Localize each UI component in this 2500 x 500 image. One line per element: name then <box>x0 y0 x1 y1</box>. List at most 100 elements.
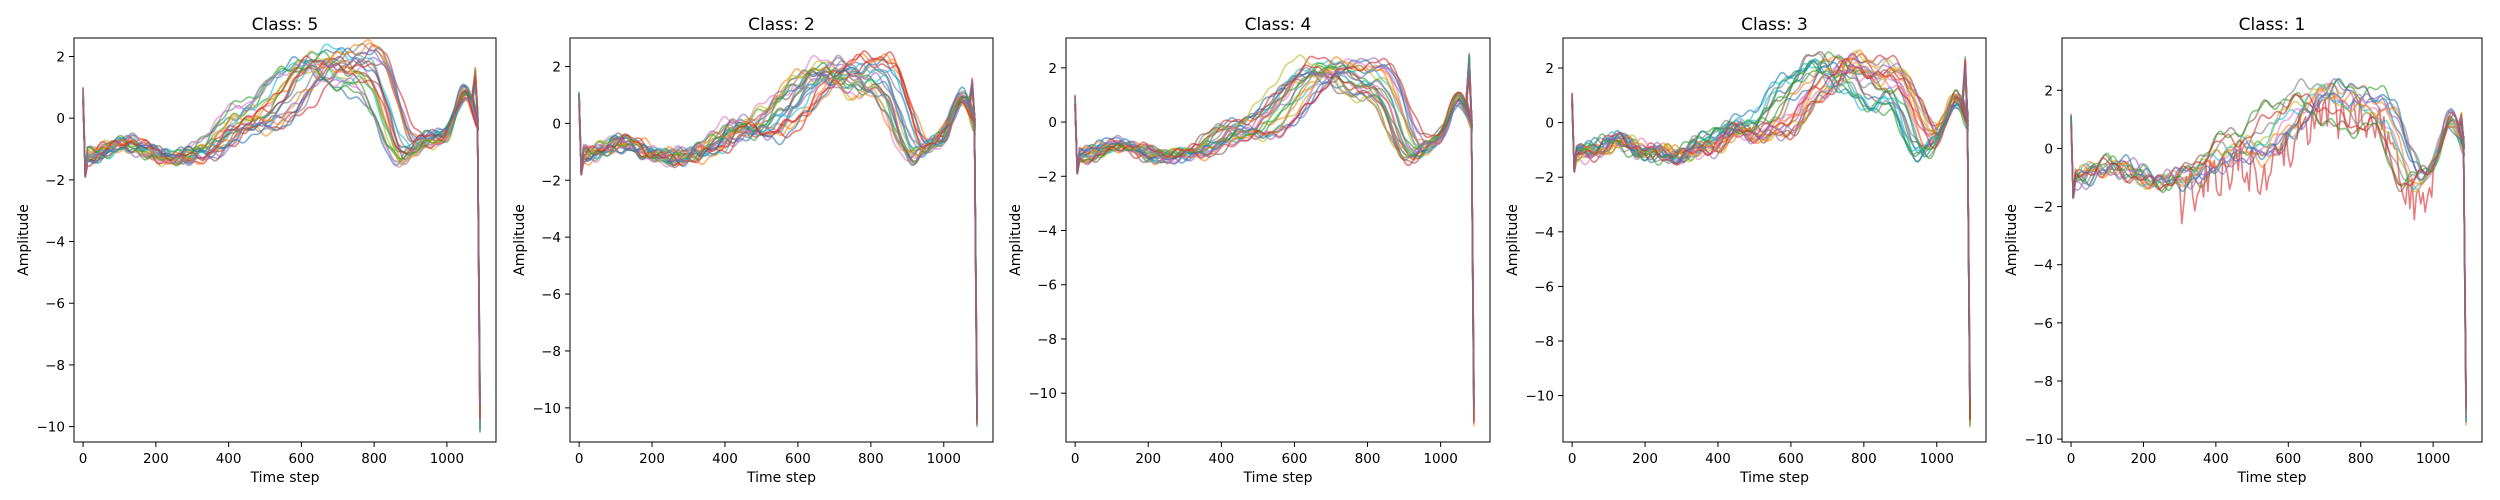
series-line <box>1074 55 1475 412</box>
x-tick-label: 800 <box>1355 451 1381 467</box>
x-tick-label: 400 <box>1208 451 1234 467</box>
y-tick-label: −4 <box>1534 225 1554 241</box>
series-line <box>82 64 481 411</box>
plot-frame <box>1562 37 1987 443</box>
y-tick-label: −4 <box>2033 258 2053 274</box>
chart-title: Class: 3 <box>1741 15 1808 35</box>
x-tick-label: 200 <box>1135 451 1161 467</box>
x-axis-label: Time step <box>2237 470 2307 486</box>
y-tick-label: −4 <box>1037 224 1057 240</box>
y-tick-label: −4 <box>541 230 561 246</box>
series-line <box>1571 61 1971 419</box>
plot-frame <box>1065 37 1491 443</box>
y-tick-label: −8 <box>2033 374 2053 390</box>
series-line <box>82 49 481 405</box>
series-line <box>578 60 978 410</box>
x-tick-label: 400 <box>1705 451 1731 467</box>
series-line <box>2070 82 2467 405</box>
y-tick-label: −6 <box>1037 278 1057 294</box>
y-tick-label: −10 <box>1029 386 1058 402</box>
series-line <box>82 39 481 432</box>
y-tick-label: 2 <box>1545 61 1554 77</box>
series-line <box>1571 57 1971 421</box>
series-line <box>578 61 978 400</box>
x-tick-label: 200 <box>1632 451 1658 467</box>
series-line <box>1074 56 1475 427</box>
series-line <box>1571 52 1971 414</box>
series-line <box>1074 65 1475 408</box>
y-tick-label: −2 <box>45 173 65 189</box>
x-tick-label: 0 <box>1568 451 1577 467</box>
plot-frame <box>73 37 497 443</box>
series-line <box>1074 58 1475 406</box>
series-line <box>1074 57 1475 423</box>
chart-title: Class: 5 <box>252 15 319 35</box>
y-tick-label: −2 <box>2033 200 2053 216</box>
y-tick-label: 0 <box>56 111 65 127</box>
series-line <box>578 54 978 388</box>
y-tick-label: −6 <box>2033 316 2053 332</box>
series-line <box>578 71 978 416</box>
y-tick-label: 0 <box>1545 116 1554 132</box>
y-tick-label: 0 <box>552 116 561 132</box>
y-tick-label: −10 <box>1526 389 1555 405</box>
y-tick-label: −10 <box>533 401 562 417</box>
y-axis-label: Amplitude <box>512 204 528 276</box>
series-line <box>578 59 978 420</box>
y-tick-label: −2 <box>1534 170 1554 186</box>
x-tick-label: 600 <box>2275 451 2301 467</box>
series-line <box>82 43 481 412</box>
chart-panel: 0 200 400 600 800 1000 −10 −8 −6 −4 −2 0 2 Class: 2 Ti… <box>512 15 994 486</box>
series-line <box>82 56 481 421</box>
x-axis-label: Time step <box>1243 470 1313 486</box>
series-line <box>1571 56 1971 420</box>
x-tick-label: 800 <box>361 451 387 467</box>
series-group <box>1074 52 1475 427</box>
x-tick-label: 1000 <box>1920 451 1954 467</box>
y-tick-label: 0 <box>1048 115 1057 131</box>
series-line <box>1571 55 1971 422</box>
y-tick-label: −10 <box>37 420 66 436</box>
series-line <box>2070 93 2467 407</box>
x-tick-label: 0 <box>2067 451 2076 467</box>
series-line <box>578 50 978 425</box>
chart-panel: 0 200 400 600 800 1000 −10 −8 −6 −4 −2 0 2 Class: 3 Ti… <box>1505 15 1987 486</box>
chart-title: Class: 2 <box>748 15 815 35</box>
y-tick-label: −2 <box>541 173 561 189</box>
y-tick-label: 0 <box>2044 141 2053 157</box>
series-group <box>82 39 481 433</box>
x-tick-label: 400 <box>216 451 242 467</box>
series-line <box>2070 83 2467 423</box>
series-line <box>82 56 481 393</box>
series-line <box>82 59 481 403</box>
series-line <box>2070 77 2467 396</box>
chart-title: Class: 1 <box>2239 15 2306 35</box>
y-tick-label: 2 <box>1048 61 1057 77</box>
y-tick-label: −8 <box>45 358 65 374</box>
x-tick-label: 800 <box>2348 451 2374 467</box>
x-tick-label: 800 <box>1851 451 1877 467</box>
series-group <box>1571 49 1971 428</box>
series-line <box>82 55 481 420</box>
x-tick-label: 800 <box>858 451 884 467</box>
series-line <box>1074 62 1475 390</box>
y-tick-label: −4 <box>45 235 65 251</box>
y-tick-label: −8 <box>1534 334 1554 350</box>
series-line <box>82 59 481 432</box>
series-line <box>82 59 481 401</box>
x-tick-label: 600 <box>288 451 314 467</box>
x-tick-label: 200 <box>2131 451 2157 467</box>
y-tick-label: −10 <box>2025 432 2054 448</box>
series-line <box>1074 64 1475 405</box>
series-line <box>82 58 481 407</box>
x-tick-label: 1000 <box>2416 451 2450 467</box>
y-tick-label: −6 <box>45 296 65 312</box>
x-tick-label: 1000 <box>1423 451 1457 467</box>
series-line <box>1074 67 1475 424</box>
y-axis-label: Amplitude <box>1008 204 1024 276</box>
x-axis-label: Time step <box>250 470 320 486</box>
series-group <box>2070 77 2467 426</box>
x-tick-label: 400 <box>2203 451 2229 467</box>
series-line <box>578 53 978 403</box>
y-tick-label: 2 <box>2044 83 2053 99</box>
